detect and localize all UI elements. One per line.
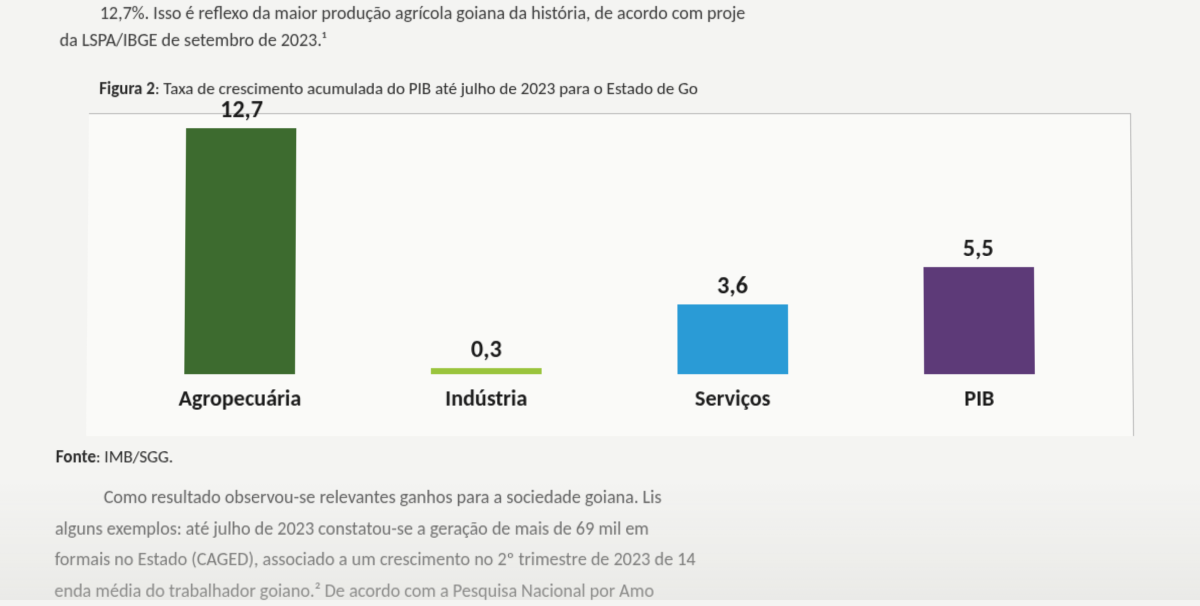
source-line: Fonte: IMB/SGG. — [56, 446, 1145, 467]
top-line-2: da LSPA/IBGE de setembro de 2023.¹ — [59, 27, 1140, 54]
bar-category-label: Indústria — [378, 384, 595, 411]
bottom-paragraph: Como resultado observou-se relevantes ga… — [54, 482, 1145, 606]
bar-value-label: 0,3 — [471, 335, 502, 364]
chart-plot-area: 12,70,33,65,5 — [87, 122, 1133, 374]
chart-category-axis: Agropecuária Indústria Serviços PIB — [86, 374, 1132, 411]
bar — [677, 304, 788, 374]
document-page: 12,7%. Isso é reflexo da maior produção … — [0, 0, 1200, 606]
top-paragraph: 12,7%. Isso é reflexo da maior produção … — [59, 0, 1140, 54]
bar-value-label: 12,7 — [220, 95, 263, 124]
bar-group: 5,5 — [870, 234, 1087, 374]
bar-category-label: Agropecuária — [131, 384, 348, 411]
bar-group: 3,6 — [624, 271, 841, 374]
bar-category-label: PIB — [871, 384, 1088, 411]
bar-value-label: 3,6 — [717, 271, 748, 300]
bottom-line-4: enda média do trabalhador goiano.² De ac… — [54, 575, 1145, 606]
bar — [923, 267, 1034, 374]
bottom-line-1: Como resultado observou-se relevantes ga… — [55, 482, 1145, 513]
bottom-line-2: alguns exemplos: até julho de 2023 const… — [55, 513, 1145, 544]
bottom-line-1-text: Como resultado observou-se relevantes ga… — [104, 486, 662, 508]
bottom-line-3: formais no Estado (CAGED), associado a u… — [55, 544, 1146, 575]
bar-value-label: 5,5 — [963, 234, 994, 263]
bar — [185, 128, 297, 374]
bar-category-label: Serviços — [624, 384, 841, 411]
bar — [431, 368, 542, 374]
bar-group: 12,7 — [132, 95, 350, 374]
bar-chart: 12,70,33,65,5 AgropecuáriaIndústriaServi… — [86, 113, 1134, 436]
top-line-1: 12,7%. Isso é reflexo da maior produção … — [60, 0, 1141, 27]
fonte-label: Fonte — [56, 446, 96, 467]
bar-group: 0,3 — [378, 335, 595, 374]
fonte-text: : IMB/SGG. — [96, 446, 173, 467]
